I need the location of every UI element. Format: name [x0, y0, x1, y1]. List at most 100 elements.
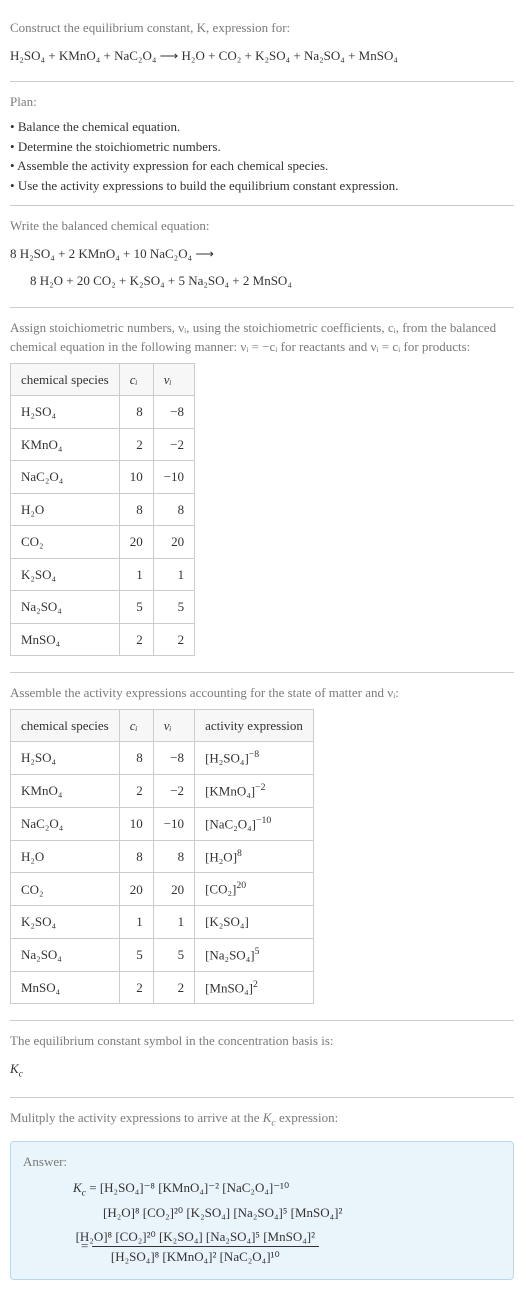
- cell-v: −8: [153, 742, 194, 775]
- cell-expr: [Na₂SO₄]5: [195, 938, 314, 971]
- cell-c: 8: [119, 396, 153, 429]
- answer-line3: = [H₂O]⁸ [CO₂]²⁰ [K₂SO₄] [Na₂SO₄]⁵ [MnSO…: [53, 1227, 501, 1267]
- intro-equation: H₂SO₄ + KMnO₄ + NaC₂O₄ ⟶ H₂O + CO₂ + K₂S…: [10, 44, 514, 67]
- balanced-line1: 8 H₂SO₄ + 2 KMnO₄ + 10 NaC₂O₄ ⟶: [10, 242, 514, 265]
- cell-v: 5: [153, 591, 194, 624]
- fraction-denominator: [H₂SO₄]⁸ [KMnO₄]² [NaC₂O₄]¹⁰: [92, 1247, 319, 1267]
- table-row: NaC₂O₄10−10[NaC₂O₄]−10: [11, 807, 314, 840]
- stoich-heading: Assign stoichiometric numbers, νᵢ, using…: [10, 318, 514, 357]
- cell-c: 10: [119, 461, 153, 494]
- cell-species: H₂O: [11, 840, 120, 873]
- table-row: Na₂SO₄55: [11, 591, 195, 624]
- cell-species: KMnO₄: [11, 428, 120, 461]
- cell-c: 10: [119, 807, 153, 840]
- answer-fraction: [H₂O]⁸ [CO₂]²⁰ [K₂SO₄] [Na₂SO₄]⁵ [MnSO₄]…: [92, 1227, 319, 1267]
- activity-table: chemical species cᵢ νᵢ activity expressi…: [10, 709, 314, 1005]
- cell-v: −8: [153, 396, 194, 429]
- col-species: chemical species: [11, 709, 120, 742]
- col-expr: activity expression: [195, 709, 314, 742]
- cell-species: KMnO₄: [11, 775, 120, 808]
- cell-v: −2: [153, 775, 194, 808]
- col-c: cᵢ: [119, 363, 153, 396]
- cell-v: −10: [153, 807, 194, 840]
- plan-item: Use the activity expressions to build th…: [10, 176, 514, 196]
- balanced-section: Write the balanced chemical equation: 8 …: [10, 206, 514, 307]
- stoich-section: Assign stoichiometric numbers, νᵢ, using…: [10, 308, 514, 674]
- cell-c: 20: [119, 526, 153, 559]
- table-row: K₂SO₄11: [11, 558, 195, 591]
- cell-expr: [MnSO₄]2: [195, 971, 314, 1004]
- cell-c: 5: [119, 938, 153, 971]
- table-header-row: chemical species cᵢ νᵢ activity expressi…: [11, 709, 314, 742]
- cell-species: MnSO₄: [11, 623, 120, 656]
- plan-item: Determine the stoichiometric numbers.: [10, 137, 514, 157]
- cell-v: 8: [153, 840, 194, 873]
- cell-species: MnSO₄: [11, 971, 120, 1004]
- cell-v: 2: [153, 971, 194, 1004]
- table-row: MnSO₄22: [11, 623, 195, 656]
- answer-line2: [H₂O]⁸ [CO₂]²⁰ [K₂SO₄] [Na₂SO₄]⁵ [MnSO₄]…: [53, 1203, 501, 1223]
- plan-heading: Plan:: [10, 92, 514, 112]
- col-c: cᵢ: [119, 709, 153, 742]
- cell-expr: [NaC₂O₄]−10: [195, 807, 314, 840]
- cell-v: 1: [153, 906, 194, 939]
- intro-lhs: H₂SO₄ + KMnO₄ + NaC₂O₄: [10, 48, 156, 63]
- table-row: KMnO₄2−2: [11, 428, 195, 461]
- cell-c: 8: [119, 493, 153, 526]
- fraction-numerator: [H₂O]⁸ [CO₂]²⁰ [K₂SO₄] [Na₂SO₄]⁵ [MnSO₄]…: [92, 1227, 319, 1248]
- cell-species: K₂SO₄: [11, 906, 120, 939]
- plan-section: Plan: Balance the chemical equation. Det…: [10, 82, 514, 207]
- symbol-value: Kc: [10, 1057, 514, 1083]
- table-row: CO₂2020: [11, 526, 195, 559]
- cell-species: H₂SO₄: [11, 396, 120, 429]
- table-header-row: chemical species cᵢ νᵢ: [11, 363, 195, 396]
- plan-item: Assemble the activity expression for eac…: [10, 156, 514, 176]
- table-row: H₂SO₄8−8[H₂SO₄]−8: [11, 742, 314, 775]
- cell-v: 20: [153, 526, 194, 559]
- cell-c: 2: [119, 775, 153, 808]
- cell-expr: [K₂SO₄]: [195, 906, 314, 939]
- intro-section: Construct the equilibrium constant, K, e…: [10, 8, 514, 82]
- balanced-heading: Write the balanced chemical equation:: [10, 216, 514, 236]
- cell-v: 20: [153, 873, 194, 906]
- cell-expr: [H₂SO₄]−8: [195, 742, 314, 775]
- stoich-table: chemical species cᵢ νᵢ H₂SO₄8−8KMnO₄2−2N…: [10, 363, 195, 657]
- cell-species: Na₂SO₄: [11, 591, 120, 624]
- activity-section: Assemble the activity expressions accoun…: [10, 673, 514, 1021]
- cell-species: CO₂: [11, 873, 120, 906]
- col-v: νᵢ: [153, 363, 194, 396]
- cell-c: 1: [119, 906, 153, 939]
- balanced-line2: 8 H₂O + 20 CO₂ + K₂SO₄ + 5 Na₂SO₄ + 2 Mn…: [10, 269, 514, 292]
- cell-c: 2: [119, 971, 153, 1004]
- intro-heading: Construct the equilibrium constant, K, e…: [10, 18, 514, 38]
- symbol-heading: The equilibrium constant symbol in the c…: [10, 1031, 514, 1051]
- cell-species: CO₂: [11, 526, 120, 559]
- answer-expression: Kc = [H₂SO₄]⁻⁸ [KMnO₄]⁻² [NaC₂O₄]⁻¹⁰ [H₂…: [23, 1178, 501, 1267]
- cell-v: 8: [153, 493, 194, 526]
- cell-v: −2: [153, 428, 194, 461]
- table-row: NaC₂O₄10−10: [11, 461, 195, 494]
- table-row: H₂O88: [11, 493, 195, 526]
- cell-species: H₂O: [11, 493, 120, 526]
- cell-v: 2: [153, 623, 194, 656]
- cell-expr: [CO₂]20: [195, 873, 314, 906]
- cell-expr: [KMnO₄]−2: [195, 775, 314, 808]
- answer-line1: Kc = [H₂SO₄]⁻⁸ [KMnO₄]⁻² [NaC₂O₄]⁻¹⁰: [53, 1178, 501, 1201]
- answer-box: Answer: Kc = [H₂SO₄]⁻⁸ [KMnO₄]⁻² [NaC₂O₄…: [10, 1141, 514, 1279]
- cell-c: 5: [119, 591, 153, 624]
- multiply-heading: Mulitply the activity expressions to arr…: [10, 1108, 514, 1131]
- table-row: MnSO₄22[MnSO₄]2: [11, 971, 314, 1004]
- table-row: K₂SO₄11[K₂SO₄]: [11, 906, 314, 939]
- cell-c: 8: [119, 840, 153, 873]
- cell-expr: [H₂O]8: [195, 840, 314, 873]
- plan-item: Balance the chemical equation.: [10, 117, 514, 137]
- table-row: H₂O88[H₂O]8: [11, 840, 314, 873]
- col-species: chemical species: [11, 363, 120, 396]
- cell-species: K₂SO₄: [11, 558, 120, 591]
- multiply-section: Mulitply the activity expressions to arr…: [10, 1098, 514, 1289]
- cell-species: NaC₂O₄: [11, 807, 120, 840]
- table-row: Na₂SO₄55[Na₂SO₄]5: [11, 938, 314, 971]
- table-row: H₂SO₄8−8: [11, 396, 195, 429]
- cell-species: Na₂SO₄: [11, 938, 120, 971]
- activity-heading: Assemble the activity expressions accoun…: [10, 683, 514, 703]
